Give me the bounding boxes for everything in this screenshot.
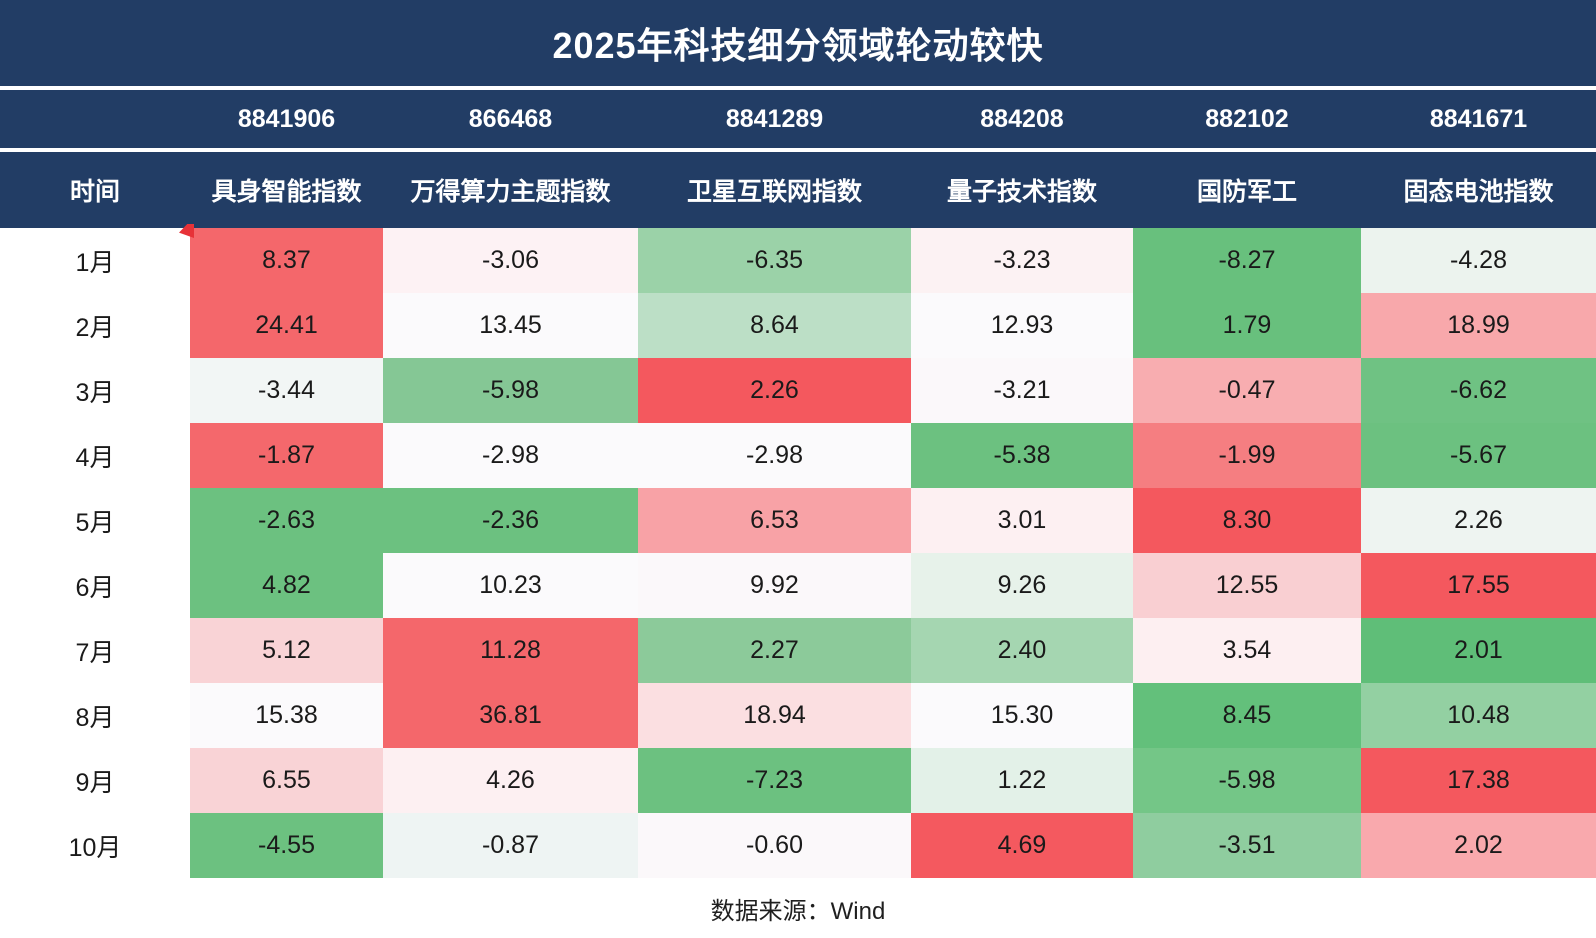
value-cell-r3-c2: -5.98 bbox=[383, 358, 638, 423]
value-cell-r4-c2: -2.98 bbox=[383, 423, 638, 488]
value-cell-r1-c3: -6.35 bbox=[638, 228, 911, 293]
value-cell-r8-c2: 36.81 bbox=[383, 683, 638, 748]
month-label-8: 8月 bbox=[0, 683, 190, 748]
value-cell-r5-c2: -2.36 bbox=[383, 488, 638, 553]
value-cell-r6-c4: 9.26 bbox=[911, 553, 1133, 618]
value-cell-r8-c4: 15.30 bbox=[911, 683, 1133, 748]
column-header-5: 国防军工 bbox=[1196, 178, 1297, 206]
value-cell-r6-c3: 9.92 bbox=[638, 553, 911, 618]
value-cell-r2-c5: 1.79 bbox=[1133, 293, 1361, 358]
page-title: 2025年科技细分领域轮动较快 bbox=[552, 25, 1044, 66]
divider-top bbox=[0, 86, 1596, 90]
column-header-6: 固态电池指数 bbox=[1403, 178, 1554, 206]
value-cell-r6-c1: 4.82 bbox=[190, 553, 383, 618]
month-label-3: 3月 bbox=[0, 358, 190, 423]
value-cell-r7-c2: 11.28 bbox=[383, 618, 638, 683]
title-bar: 2025年科技细分领域轮动较快 bbox=[0, 0, 1596, 86]
month-label-2: 2月 bbox=[0, 293, 190, 358]
value-cell-r7-c5: 3.54 bbox=[1133, 618, 1361, 683]
value-cell-r6-c2: 10.23 bbox=[383, 553, 638, 618]
value-cell-r8-c6: 10.48 bbox=[1361, 683, 1596, 748]
value-cell-r4-c1: -1.87 bbox=[190, 423, 383, 488]
value-cell-r7-c1: 5.12 bbox=[190, 618, 383, 683]
index-code-8841671: 8841671 bbox=[1429, 104, 1528, 133]
value-cell-r1-c4: -3.23 bbox=[911, 228, 1133, 293]
value-cell-r3-c3: 2.26 bbox=[638, 358, 911, 423]
value-cell-r5-c1: -2.63 bbox=[190, 488, 383, 553]
index-code-866468: 866468 bbox=[468, 104, 553, 133]
value-cell-r10-c2: -0.87 bbox=[383, 813, 638, 878]
value-cell-r8-c3: 18.94 bbox=[638, 683, 911, 748]
value-cell-r8-c5: 8.45 bbox=[1133, 683, 1361, 748]
value-cell-r9-c1: 6.55 bbox=[190, 748, 383, 813]
index-code-882102: 882102 bbox=[1205, 104, 1289, 133]
month-label-4: 4月 bbox=[0, 423, 190, 488]
value-cell-r2-c6: 18.99 bbox=[1361, 293, 1596, 358]
value-cell-r2-c4: 12.93 bbox=[911, 293, 1133, 358]
month-label-1: 1月 bbox=[0, 228, 190, 293]
month-label-10: 10月 bbox=[0, 813, 190, 878]
value-cell-r9-c4: 1.22 bbox=[911, 748, 1133, 813]
value-cell-r3-c6: -6.62 bbox=[1361, 358, 1596, 423]
value-cell-r9-c2: 4.26 bbox=[383, 748, 638, 813]
value-cell-r6-c5: 12.55 bbox=[1133, 553, 1361, 618]
value-cell-r7-c3: 2.27 bbox=[638, 618, 911, 683]
footer: 数据来源：Wind bbox=[0, 878, 1596, 938]
value-cell-r5-c3: 6.53 bbox=[638, 488, 911, 553]
value-cell-r8-c1: 15.38 bbox=[190, 683, 383, 748]
column-headers-row: 时间 具身智能指数 万得算力主题指数 卫星互联网指数 量子技术指数 国防军工 固态电池指数 bbox=[0, 152, 1596, 228]
column-header-4: 量子技术指数 bbox=[946, 178, 1097, 206]
value-cell-r5-c5: 8.30 bbox=[1133, 488, 1361, 553]
data-source-note: 数据来源：Wind bbox=[710, 897, 886, 925]
index-code-884208: 884208 bbox=[980, 104, 1064, 133]
index-code-8841289: 8841289 bbox=[725, 104, 824, 133]
column-header-1: 具身智能指数 bbox=[211, 178, 362, 206]
value-cell-r10-c4: 4.69 bbox=[911, 813, 1133, 878]
value-cell-r2-c1: 24.41 bbox=[190, 293, 383, 358]
value-cell-r3-c4: -3.21 bbox=[911, 358, 1133, 423]
value-cell-r10-c6: 2.02 bbox=[1361, 813, 1596, 878]
value-cell-r3-c5: -0.47 bbox=[1133, 358, 1361, 423]
value-cell-r3-c1: -3.44 bbox=[190, 358, 383, 423]
divider-middle bbox=[0, 148, 1596, 152]
month-label-6: 6月 bbox=[0, 553, 190, 618]
value-cell-r10-c1: -4.55 bbox=[190, 813, 383, 878]
value-cell-r10-c5: -3.51 bbox=[1133, 813, 1361, 878]
index-code-8841906: 8841906 bbox=[237, 104, 336, 133]
value-cell-r10-c3: -0.60 bbox=[638, 813, 911, 878]
value-cell-r4-c5: -1.99 bbox=[1133, 423, 1361, 488]
index-codes-row: 8841906 866468 8841289 884208 882102 8841671 bbox=[0, 90, 1596, 148]
value-cell-r2-c3: 8.64 bbox=[638, 293, 911, 358]
column-header-2: 万得算力主题指数 bbox=[410, 178, 611, 206]
column-header-3: 卫星互联网指数 bbox=[686, 178, 862, 206]
value-cell-r2-c2: 13.45 bbox=[383, 293, 638, 358]
row-header-label: 时间 bbox=[69, 178, 120, 206]
value-cell-r6-c6: 17.55 bbox=[1361, 553, 1596, 618]
table-body: 1月 8.37 -3.06 -6.35 -3.23 -8.27 -4.28 2月 24.41 13… bbox=[0, 228, 1596, 878]
value-cell-r4-c4: -5.38 bbox=[911, 423, 1133, 488]
value-cell-r9-c3: -7.23 bbox=[638, 748, 911, 813]
value-cell-r5-c4: 3.01 bbox=[911, 488, 1133, 553]
month-label-9: 9月 bbox=[0, 748, 190, 813]
value-cell-r9-c5: -5.98 bbox=[1133, 748, 1361, 813]
month-label-7: 7月 bbox=[0, 618, 190, 683]
value-cell-r1-c5: -8.27 bbox=[1133, 228, 1361, 293]
code-cell-empty bbox=[0, 90, 190, 148]
value-cell-r9-c6: 17.38 bbox=[1361, 748, 1596, 813]
month-label-5: 5月 bbox=[0, 488, 190, 553]
value-cell-r7-c6: 2.01 bbox=[1361, 618, 1596, 683]
value-cell-r1-c2: -3.06 bbox=[383, 228, 638, 293]
value-cell-r4-c6: -5.67 bbox=[1361, 423, 1596, 488]
value-cell-r1-c6: -4.28 bbox=[1361, 228, 1596, 293]
value-cell-r1-c1: 8.37 bbox=[190, 228, 383, 293]
value-cell-r5-c6: 2.26 bbox=[1361, 488, 1596, 553]
value-cell-r7-c4: 2.40 bbox=[911, 618, 1133, 683]
value-cell-r4-c3: -2.98 bbox=[638, 423, 911, 488]
